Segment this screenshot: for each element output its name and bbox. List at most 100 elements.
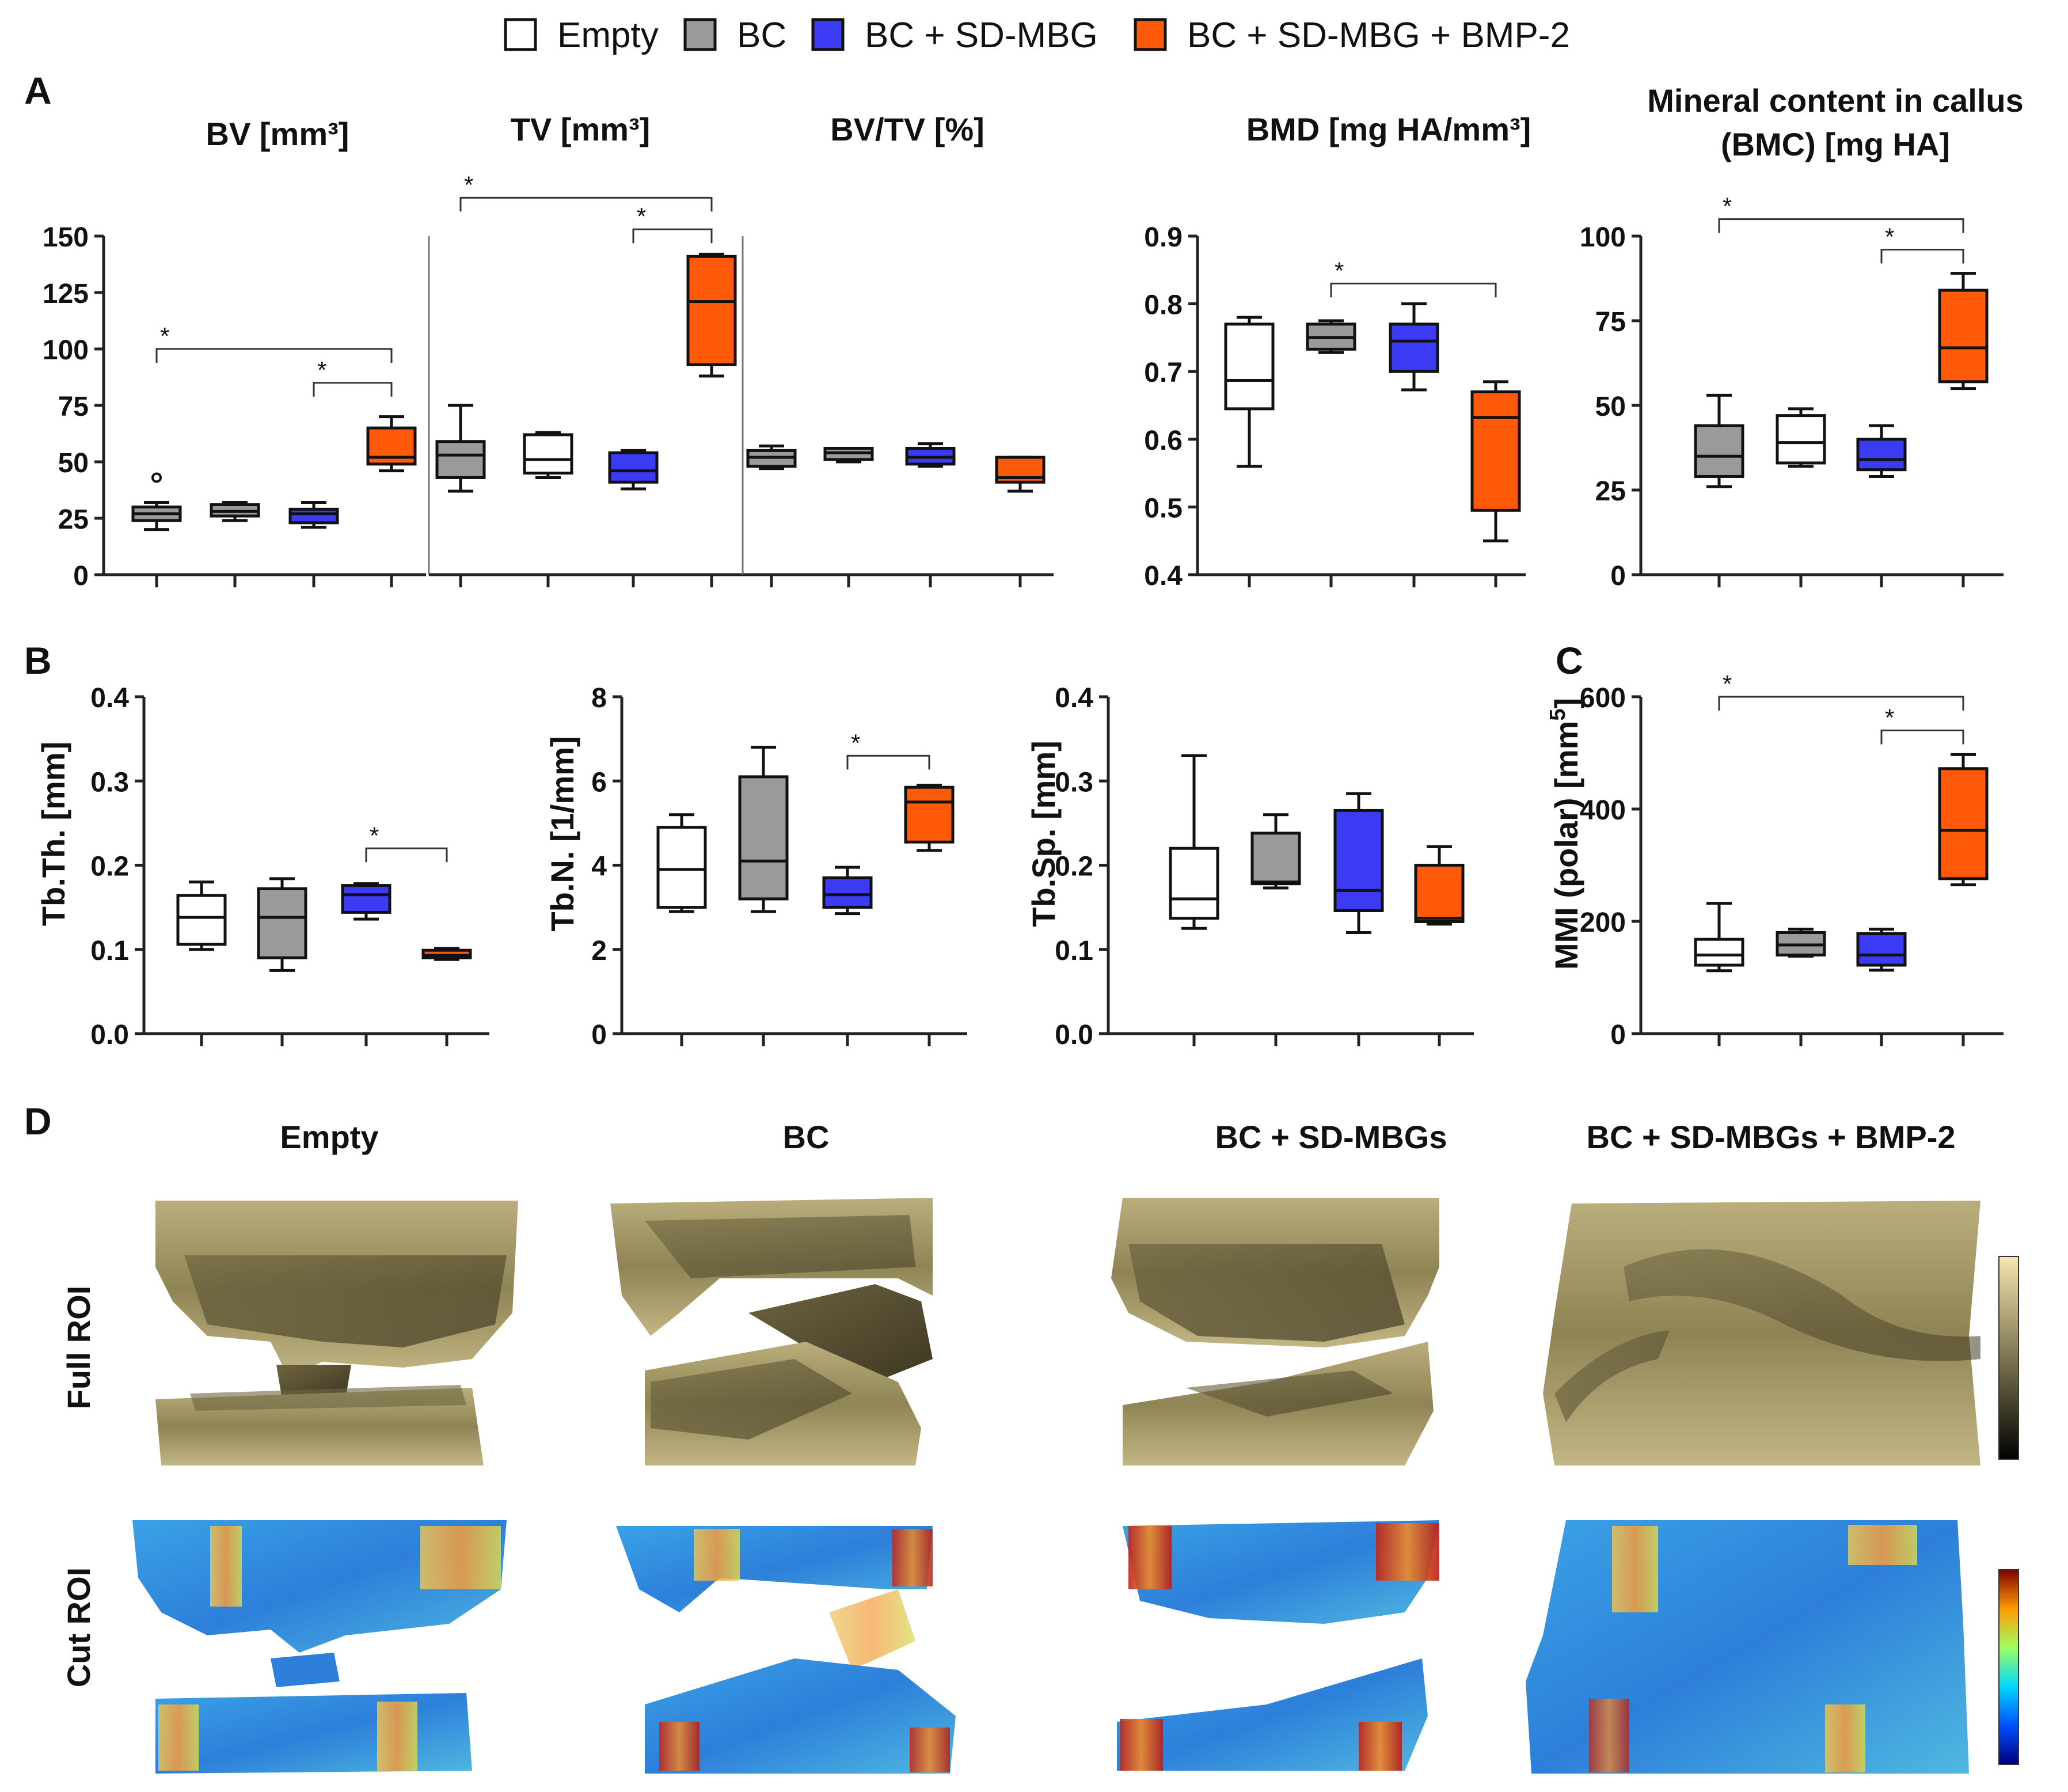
y-tick-label: 100 bbox=[43, 335, 89, 366]
y-tick-label: 0.5 bbox=[1144, 493, 1183, 523]
significance-star: * bbox=[851, 729, 860, 756]
y-tick-label: 125 bbox=[43, 279, 89, 309]
y-tick-label: 0.1 bbox=[90, 936, 129, 966]
y-tick-label: 0.2 bbox=[1055, 852, 1093, 882]
box-iqr bbox=[257, 887, 307, 959]
box-iqr bbox=[523, 433, 573, 475]
legend-swatch-bmp bbox=[1134, 18, 1167, 51]
box-iqr bbox=[1333, 808, 1384, 912]
y-tick-label: 0.0 bbox=[90, 1020, 129, 1050]
box-iqr bbox=[904, 785, 955, 844]
legend: Empty BC BC + SD-MBG BC + SD-MBG + BMP-2 bbox=[504, 16, 1570, 55]
box-iqr bbox=[1694, 424, 1744, 478]
significance-star: * bbox=[160, 322, 169, 350]
box-iqr bbox=[1389, 322, 1439, 373]
box-3 bbox=[995, 455, 1046, 493]
y-tick-label: 200 bbox=[1580, 908, 1626, 938]
box-1 bbox=[1776, 928, 1826, 958]
significance-bracket bbox=[1880, 730, 1964, 745]
box-iqr bbox=[686, 255, 737, 366]
significance-star: * bbox=[637, 203, 646, 230]
render-cut-mbg bbox=[1117, 1520, 1439, 1771]
panel-letter-d: D bbox=[24, 1100, 52, 1142]
d-col-bc: BC bbox=[783, 1119, 830, 1155]
box-2 bbox=[1856, 424, 1907, 478]
y-tick-label: 0.2 bbox=[90, 852, 129, 882]
ylabel-mmi-end: ] bbox=[1548, 698, 1584, 709]
y-tick-label: 150 bbox=[43, 222, 89, 253]
significance-star: * bbox=[1723, 670, 1732, 697]
title-bmc-line1: Mineral content in callus bbox=[1647, 82, 2023, 119]
significance-star: * bbox=[1335, 257, 1344, 284]
box-2 bbox=[1856, 928, 1907, 972]
significance-bracket bbox=[1880, 249, 1964, 264]
significance-star: * bbox=[370, 822, 379, 849]
ylabel-mmi-sup: 5 bbox=[1546, 709, 1570, 721]
y-tick-label: 2 bbox=[591, 936, 607, 966]
chart-tv: ** bbox=[428, 171, 743, 587]
ylabel-mmi: MMI (polar) [mm5] bbox=[1546, 698, 1584, 970]
box-2 bbox=[1389, 302, 1439, 392]
y-tick-label: 0.3 bbox=[90, 767, 129, 798]
ylabel-tbn: Tb.N. [1/mm] bbox=[544, 736, 580, 931]
legend-swatch-empty bbox=[504, 18, 537, 51]
box-0 bbox=[131, 472, 182, 531]
chart-mmi: 0 200 400 600 * * bbox=[1580, 670, 2004, 1050]
chart-bmc: 0 25 50 75 100 * * bbox=[1580, 193, 2004, 591]
box-2 bbox=[905, 442, 956, 468]
render-cut-bc bbox=[616, 1526, 956, 1774]
significance-star: * bbox=[1723, 193, 1732, 220]
box-1 bbox=[257, 877, 307, 972]
outlier-point bbox=[151, 472, 162, 483]
box-iqr bbox=[822, 876, 873, 909]
box-1 bbox=[823, 446, 874, 464]
y-tick-label: 25 bbox=[1595, 476, 1626, 507]
box-3 bbox=[686, 252, 737, 378]
y-tick-label: 0.1 bbox=[1055, 936, 1093, 966]
box-iqr bbox=[288, 507, 339, 525]
d-row-cut: Cut ROI bbox=[60, 1567, 97, 1687]
y-tick-label: 0 bbox=[1610, 561, 1626, 591]
box-2 bbox=[1333, 792, 1384, 934]
panel-letter-c: C bbox=[1556, 639, 1583, 682]
significance-bracket bbox=[846, 754, 930, 770]
box-3 bbox=[421, 947, 472, 961]
box-3 bbox=[1414, 845, 1465, 926]
ylabel-mmi-main: MMI (polar) [mm bbox=[1548, 721, 1584, 970]
box-1 bbox=[210, 501, 260, 522]
box-2 bbox=[288, 501, 339, 529]
chart-bvtv bbox=[742, 236, 1054, 587]
box-iqr bbox=[176, 894, 227, 946]
chart-tbn: 0 2 4 6 8 * bbox=[591, 683, 967, 1050]
legend-swatch-mbg bbox=[811, 18, 845, 51]
legend-swatch-bc bbox=[683, 18, 717, 51]
box-3 bbox=[366, 415, 417, 473]
colorbar-full-roi bbox=[1998, 1256, 2019, 1460]
significance-bracket bbox=[1330, 282, 1497, 298]
box-iqr bbox=[1776, 414, 1826, 465]
box-iqr bbox=[738, 775, 789, 901]
title-bvtv: BV/TV [%] bbox=[830, 111, 984, 147]
chart-bmd: 0.4 0.5 0.6 0.7 0.8 0.9 * bbox=[1144, 222, 1526, 591]
y-tick-label: 0.3 bbox=[1055, 767, 1093, 798]
legend-label-mbg: BC + SD-MBG bbox=[865, 16, 1098, 55]
box-0 bbox=[656, 813, 707, 913]
box-2 bbox=[822, 865, 873, 916]
box-2 bbox=[608, 449, 659, 491]
d-col-bmp: BC + SD-MBGs + BMP-2 bbox=[1587, 1119, 1956, 1155]
y-tick-label: 400 bbox=[1580, 795, 1626, 826]
legend-label-empty: Empty bbox=[557, 16, 659, 55]
y-tick-label: 0.8 bbox=[1144, 290, 1183, 321]
y-tick-label: 0.4 bbox=[1144, 561, 1183, 591]
box-iqr bbox=[1694, 937, 1744, 967]
legend-label-bmp: BC + SD-MBG + BMP-2 bbox=[1187, 16, 1570, 55]
y-tick-label: 600 bbox=[1580, 683, 1626, 713]
significance-star: * bbox=[317, 356, 326, 384]
box-iqr bbox=[1414, 864, 1465, 923]
box-iqr bbox=[656, 826, 707, 909]
y-tick-label: 100 bbox=[1580, 222, 1626, 253]
box-3 bbox=[1938, 272, 1989, 390]
chart-bv: 0 25 50 75 100 125 150 * * bbox=[43, 222, 426, 591]
title-bmd: BMD [mg HA/mm³] bbox=[1246, 111, 1531, 147]
render-full-bc bbox=[610, 1198, 933, 1466]
